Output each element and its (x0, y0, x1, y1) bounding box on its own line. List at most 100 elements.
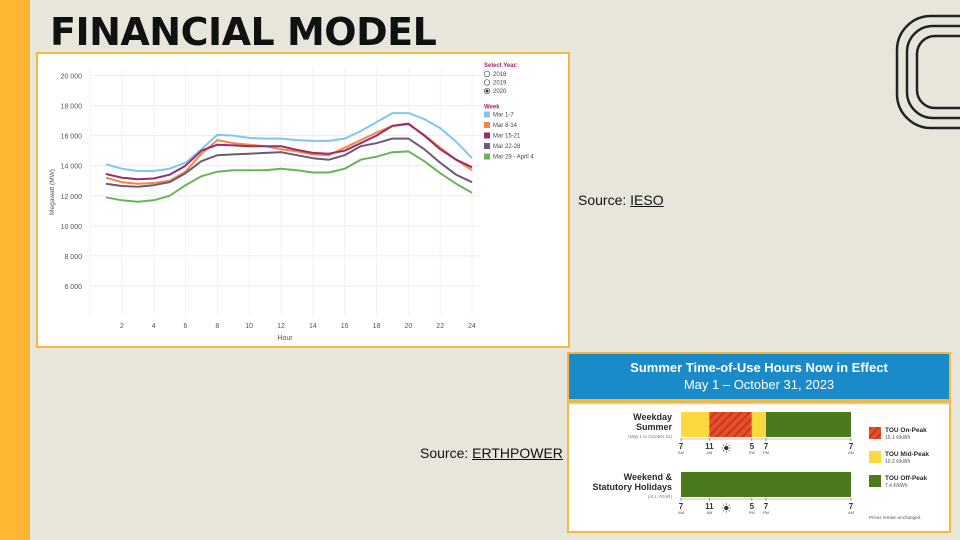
time-ampm: AM (848, 510, 854, 515)
row-note: (ALL YEAR) (648, 494, 673, 499)
mid-peak-segment (751, 412, 766, 437)
row-title: Weekday (633, 412, 672, 422)
ieso-link[interactable]: IESO (630, 192, 664, 208)
tou-legend-rate: 10.2 ¢/kWh (885, 459, 911, 465)
x-tick-label: 24 (468, 323, 476, 330)
x-tick-label: 14 (309, 323, 317, 330)
sun-icon (724, 505, 729, 511)
time-label: 11 (705, 502, 714, 511)
year-radio[interactable] (483, 79, 491, 86)
time-ampm: PM (763, 450, 769, 455)
off-peak-segment (681, 472, 851, 497)
time-label: 7 (679, 442, 684, 451)
legend-label: Mar 8-14 (493, 123, 518, 129)
tou-header: Summer Time-of-Use Hours Now in Effect M… (569, 354, 949, 399)
y-tick-label: 10 000 (61, 224, 83, 231)
legend-swatch (484, 122, 490, 128)
y-tick-label: 16 000 (61, 134, 83, 141)
time-ampm: PM (749, 510, 755, 515)
legend-swatch (484, 153, 490, 160)
time-ampm: AM (706, 450, 712, 455)
x-tick-label: 4 (152, 323, 156, 330)
x-axis-label: Hour (277, 335, 293, 342)
sun-ray (722, 510, 725, 512)
source-ieso: Source: IESO (578, 192, 664, 208)
sun-ray (722, 504, 725, 506)
time-label: 7 (849, 502, 854, 511)
x-tick-label: 10 (245, 323, 253, 330)
source-prefix: Source: (420, 445, 473, 461)
tou-legend-label: TOU Off-Peak (885, 475, 928, 482)
x-tick-label: 16 (341, 323, 349, 330)
legend-label: Mar 29 - April 4 (493, 155, 534, 161)
tou-legend-rate: 15.1 ¢/kWh (885, 435, 911, 441)
tou-footnote: Prices remain unchanged. (869, 515, 921, 520)
year-radio[interactable] (483, 70, 491, 78)
demand-chart: 6 000 8 000 10 000 12 000 14 000 16 000 18 000… (36, 52, 570, 348)
series-line (105, 150, 473, 203)
time-label: 5 (750, 442, 755, 451)
series-line (105, 122, 473, 181)
tou-legend-label: TOU On-Peak (885, 427, 927, 434)
demand-chart-svg: 6 000 8 000 10 000 12 000 14 000 16 000 18 000… (49, 63, 534, 342)
x-tick-label: 20 (404, 323, 412, 330)
time-ampm: AM (848, 450, 854, 455)
row-note: (May 1 to October 31) (628, 434, 672, 439)
sun-ray (722, 444, 725, 446)
y-tick-label: 20 000 (61, 74, 83, 81)
y-tick-label: 6 000 (64, 284, 82, 291)
mid-peak-segment (681, 412, 710, 437)
year-label: 2020 (493, 89, 507, 95)
moon-icon (806, 503, 810, 511)
source-erthpower: Source: ERTHPOWER (420, 445, 563, 461)
tou-bars (681, 412, 851, 497)
legend-swatch (484, 111, 490, 118)
off-peak-segment (766, 412, 851, 437)
legend-label: Mar 15-21 (493, 134, 521, 140)
y-tick-label: 18 000 (61, 104, 83, 111)
tou-legend-rate: 7.4 ¢/kWh (885, 483, 908, 489)
series-line (105, 112, 473, 172)
time-ampm: PM (763, 510, 769, 515)
sun-ray (728, 504, 730, 506)
row-title: Summer (636, 422, 673, 432)
slide-title: FINANCIAL MODEL (50, 10, 437, 54)
tou-legend-swatch (869, 451, 881, 463)
sun-ray (728, 450, 730, 452)
time-ampm: AM (678, 450, 684, 455)
time-label: 7 (849, 442, 854, 451)
time-label: 7 (764, 442, 769, 451)
tou-legend-swatch (869, 427, 881, 439)
y-tick-label: 8 000 (64, 254, 82, 261)
sun-icon (724, 445, 729, 451)
year-radio-dot (485, 89, 489, 93)
row-title: Statutory Holidays (592, 482, 672, 492)
sun-ray (728, 510, 730, 512)
concentric-arcs-decoration (895, 14, 960, 130)
source-prefix: Source: (578, 192, 631, 208)
legend-swatch (484, 132, 490, 139)
legend-label: Mar 22-28 (493, 144, 521, 150)
x-tick-label: 12 (277, 323, 285, 330)
year-label: 2018 (493, 72, 507, 78)
sun-ray (722, 450, 725, 452)
legend-swatch (484, 143, 490, 149)
accent-bar (0, 0, 30, 540)
x-tick-label: 22 (436, 323, 444, 330)
on-peak-segment (709, 412, 752, 437)
time-ampm: AM (706, 510, 712, 515)
x-tick-label: 2 (120, 323, 124, 330)
x-tick-label: 6 (184, 323, 188, 330)
x-tick-label: 18 (373, 323, 381, 330)
tou-title: Summer Time-of-Use Hours Now in Effect (630, 360, 888, 375)
tou-legend-swatch (869, 475, 881, 487)
erthpower-link[interactable]: ERTHPOWER (472, 445, 563, 461)
tou-infographic: Summer Time-of-Use Hours Now in Effect M… (567, 352, 951, 533)
year-label: 2019 (493, 81, 507, 87)
legend-label: Mar 1-7 (493, 113, 514, 119)
time-label: 7 (764, 502, 769, 511)
sun-ray (728, 444, 730, 446)
time-ampm: AM (678, 510, 684, 515)
legend-week-title: Week (484, 105, 500, 111)
